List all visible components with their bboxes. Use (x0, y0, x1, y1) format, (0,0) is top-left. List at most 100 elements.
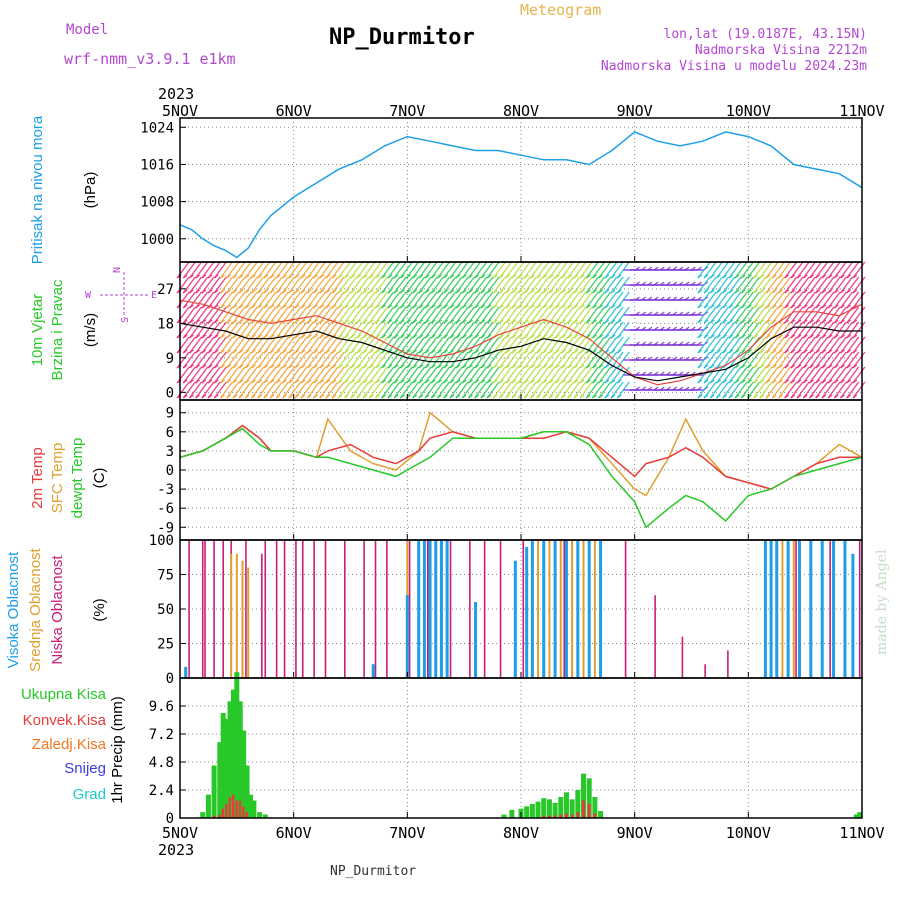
wind-barb-flag (356, 364, 362, 369)
wind-barb (232, 321, 246, 339)
wind-barb-flag (610, 394, 616, 399)
wind-barb (449, 261, 463, 279)
wind-barb-flag (387, 394, 393, 399)
wind-barb (821, 291, 835, 309)
wind-barb-flag (226, 319, 232, 324)
wind-barb (498, 381, 513, 399)
y-tick-label: 6 (166, 425, 174, 441)
wind-barb-flag (207, 334, 213, 339)
wind-barb-flag (325, 364, 331, 369)
wind-barb (846, 291, 860, 309)
wind-barb-flag (809, 379, 814, 384)
wind-barb (728, 291, 742, 309)
wind-barb-flag (226, 274, 232, 279)
wind-barb-flag (468, 274, 473, 279)
wind-barb (523, 261, 537, 279)
wind-barb-flag (474, 364, 480, 369)
wind-barb-flag (716, 289, 721, 294)
wind-barb-flag (740, 334, 746, 339)
wind-barb-flag (480, 304, 486, 309)
wind-barb (536, 351, 550, 369)
wind-barb-flag (244, 379, 250, 384)
wind-barb (374, 351, 389, 369)
wind-barb-flag (765, 274, 771, 279)
wind-barb (498, 351, 513, 369)
wind-barb (536, 321, 550, 339)
wind-barb (300, 321, 314, 339)
wind-barb-flag (492, 379, 498, 384)
wind-barb-flag (393, 379, 399, 384)
wind-barb (579, 351, 593, 369)
wind-barb (430, 261, 444, 279)
wind-barb (455, 336, 469, 354)
wind-barb-flag (846, 394, 852, 399)
wind-barb (182, 261, 196, 279)
high-cloud-bar (530, 540, 534, 678)
wind-barb (740, 306, 754, 324)
wind-barb (734, 366, 748, 384)
wind-barb (759, 351, 773, 369)
wind-barb-flag (728, 319, 734, 324)
wind-barb-flag (759, 364, 765, 369)
wind-barb-flag (399, 289, 405, 294)
wind-barb-flag (499, 334, 504, 339)
total-precip-bar (200, 812, 206, 818)
wind-barb (740, 276, 754, 294)
wind-barb (753, 381, 767, 399)
wind-barb (740, 321, 754, 339)
wind-barb (362, 306, 376, 324)
wind-barb-flag (356, 349, 362, 354)
wind-barb-flag (238, 379, 244, 384)
wind-barb (715, 381, 730, 399)
wind-barb (821, 261, 835, 279)
wind-barb (356, 381, 370, 399)
wind-barb-flag (505, 349, 511, 354)
wind-barb (560, 276, 575, 294)
wind-barb (759, 261, 773, 279)
wind-barb-flag (313, 319, 318, 324)
wind-barb (728, 381, 742, 399)
wind-barb (573, 306, 587, 324)
wind-barb-flag (362, 289, 368, 294)
wind-barb (257, 291, 271, 309)
wind-barb-flag (412, 364, 418, 369)
wind-barb (790, 336, 804, 354)
station-title: NP_Durmitor (329, 25, 475, 50)
wind-barb-flag (263, 334, 269, 339)
x-tick-top: 10NOV (726, 102, 771, 120)
wind-barb (443, 276, 457, 294)
wind-barb (852, 366, 866, 384)
high-cloud-bar (542, 540, 546, 678)
wind-barb-flag (604, 319, 610, 324)
wind-barb (740, 336, 754, 354)
wind-barb (319, 366, 333, 384)
wind-barb (362, 276, 376, 294)
wind-barb (697, 291, 711, 309)
wind-barb-flag (499, 394, 504, 399)
wind-barb-flag (505, 274, 511, 279)
wind-barb (573, 261, 587, 279)
total-precip-bar (234, 672, 240, 818)
wind-barb (275, 336, 289, 354)
wind-barb-flag (387, 304, 393, 309)
wind-barb-flag (480, 364, 486, 369)
wind-barb-flag (350, 334, 356, 339)
wind-barb-flag (523, 394, 529, 399)
wind-barb-flag (232, 349, 238, 354)
wind-barb (815, 306, 829, 324)
year-bottom: 2023 (158, 841, 194, 859)
wind-barb-flag (604, 274, 610, 279)
wind-barb-flag (740, 364, 746, 369)
wind-barb-flag (579, 304, 585, 309)
wind-barb-flag (331, 364, 337, 369)
low-cloud-bar (704, 664, 706, 678)
y-tick-label: -3 (157, 482, 174, 498)
wind-barb (412, 291, 426, 309)
wind-barb-flag (387, 319, 393, 324)
wind-barb (598, 381, 612, 399)
wind-barb (734, 276, 748, 294)
wind-barb-flag (734, 349, 740, 354)
wind-barb (250, 351, 265, 369)
wind-barb-flag (492, 319, 498, 324)
wind-barb-flag (499, 364, 504, 369)
